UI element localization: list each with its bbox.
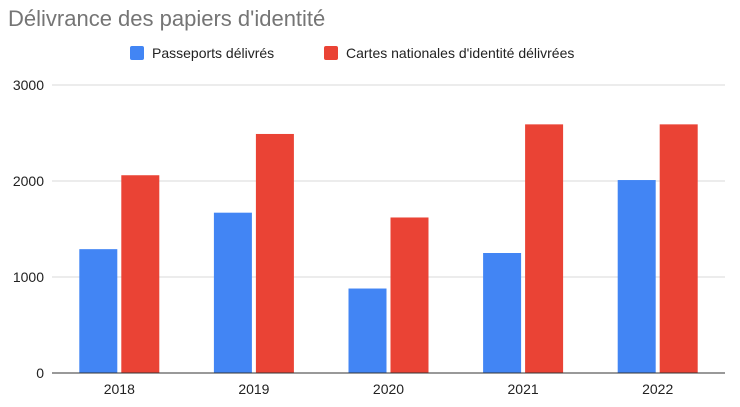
- x-tick-label: 2022: [642, 381, 673, 397]
- bars: [79, 124, 698, 373]
- bar-passeports-2021: [483, 253, 522, 373]
- legend: Passeports délivrés Cartes nationales d'…: [130, 45, 574, 61]
- y-tick-label: 1000: [13, 269, 44, 285]
- bar-passeports-2018: [79, 249, 118, 373]
- bar-passeports-2020: [348, 288, 387, 373]
- bar-passeports-2022: [617, 180, 656, 373]
- bar-cartes-2020: [390, 217, 429, 373]
- legend-label-cartes: Cartes nationales d'identité délivrées: [346, 45, 574, 61]
- bar-cartes-2018: [121, 175, 160, 373]
- gridlines: [52, 84, 725, 278]
- x-tick-label: 2020: [373, 381, 404, 397]
- y-tick-label: 3000: [13, 77, 44, 93]
- y-axis-ticks: 0 1000 2000 3000: [13, 77, 44, 381]
- x-axis-ticks: 2018 2019 2020 2021 2022: [104, 381, 674, 397]
- x-tick-label: 2018: [104, 381, 135, 397]
- bar-passeports-2019: [213, 212, 252, 373]
- y-tick-label: 0: [36, 365, 44, 381]
- x-tick-label: 2019: [238, 381, 269, 397]
- chart-title: Délivrance des papiers d'identité: [8, 6, 325, 31]
- legend-swatch-cartes: [324, 46, 338, 60]
- x-tick-label: 2021: [508, 381, 539, 397]
- y-tick-label: 2000: [13, 173, 44, 189]
- bar-cartes-2022: [659, 124, 698, 373]
- legend-label-passeports: Passeports délivrés: [152, 45, 274, 61]
- bar-cartes-2021: [525, 124, 564, 373]
- legend-swatch-passeports: [130, 46, 144, 60]
- bar-cartes-2019: [255, 133, 294, 373]
